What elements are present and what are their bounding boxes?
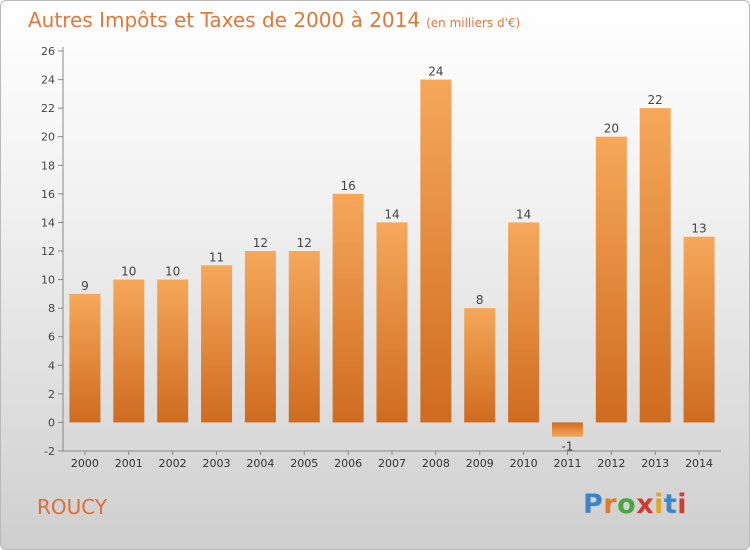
bar-value-label: 22 (648, 93, 663, 107)
bar-value-label: 10 (121, 265, 136, 279)
bar-value-label: 12 (297, 236, 312, 250)
x-tick-label: 2012 (597, 457, 625, 470)
y-tick-label: 20 (41, 131, 55, 144)
y-tick-label: 12 (41, 245, 55, 258)
x-tick-label: 2000 (71, 457, 99, 470)
bar (420, 79, 452, 423)
logo-letter: i (677, 489, 688, 520)
bar-value-label: 14 (516, 207, 531, 221)
x-tick-label: 2002 (159, 457, 187, 470)
bar-value-label: 13 (691, 222, 706, 236)
y-tick-label: 24 (41, 74, 55, 87)
bar (551, 422, 583, 437)
logo-letter: P (583, 489, 604, 520)
bar (376, 222, 408, 423)
proxiti-logo: Proxiti (583, 489, 687, 520)
x-tick-label: 2007 (378, 457, 406, 470)
x-tick-label: 2013 (641, 457, 669, 470)
x-tick-label: 2009 (466, 457, 494, 470)
logo-letter: x (636, 489, 655, 520)
bar-value-label: 14 (384, 207, 399, 221)
bar (332, 193, 364, 423)
bar (113, 279, 145, 423)
y-tick-label: 6 (48, 331, 55, 344)
y-tick-label: 10 (41, 274, 55, 287)
logo-letter: r (603, 489, 618, 520)
bar (69, 293, 101, 423)
y-tick-label: 2 (48, 388, 55, 401)
bar-value-label: 16 (340, 179, 355, 193)
x-tick-label: 2003 (203, 457, 231, 470)
bar-value-label: 12 (253, 236, 268, 250)
bar-value-label: 24 (428, 65, 443, 79)
bar (157, 279, 189, 423)
bar-value-label: 20 (604, 122, 619, 136)
y-tick-label: -2 (44, 445, 55, 458)
bar (464, 308, 496, 423)
bar (288, 251, 320, 423)
bar-value-label: 9 (81, 279, 89, 293)
y-tick-label: 14 (41, 216, 55, 229)
bar (508, 222, 540, 423)
x-tick-label: 2004 (246, 457, 274, 470)
logo-letter: o (617, 489, 637, 520)
y-tick-label: 16 (41, 188, 55, 201)
x-tick-label: 2005 (290, 457, 318, 470)
x-tick-label: 2008 (422, 457, 450, 470)
x-tick-label: 2011 (553, 457, 581, 470)
y-tick-label: 0 (48, 416, 55, 429)
y-tick-label: 4 (48, 359, 55, 372)
x-tick-label: 2001 (115, 457, 143, 470)
logo-letter: t (663, 489, 678, 520)
bar (639, 108, 671, 423)
logo-letter: i (654, 489, 664, 520)
bar (683, 236, 715, 423)
x-tick-label: 2006 (334, 457, 362, 470)
x-tick-label: 2014 (685, 457, 713, 470)
bar-value-label: 8 (476, 293, 484, 307)
bar-value-label: 11 (209, 250, 224, 264)
y-tick-label: 26 (41, 45, 55, 58)
bar-value-label: 10 (165, 265, 180, 279)
chart-title-block: Autres Impôts et Taxes de 2000 à 2014 (en… (28, 8, 520, 32)
bar (595, 136, 627, 423)
chart-unit: (en milliers d'€) (426, 16, 521, 30)
bar (201, 265, 233, 423)
bar-value-label: -1 (561, 440, 573, 454)
y-tick-label: 22 (41, 102, 55, 115)
chart-title: Autres Impôts et Taxes de 2000 à 2014 (28, 8, 421, 32)
bar (244, 251, 276, 423)
y-tick-label: 8 (48, 302, 55, 315)
commune-name: ROUCY (37, 495, 108, 519)
y-tick-label: 18 (41, 159, 55, 172)
x-tick-label: 2010 (510, 457, 538, 470)
